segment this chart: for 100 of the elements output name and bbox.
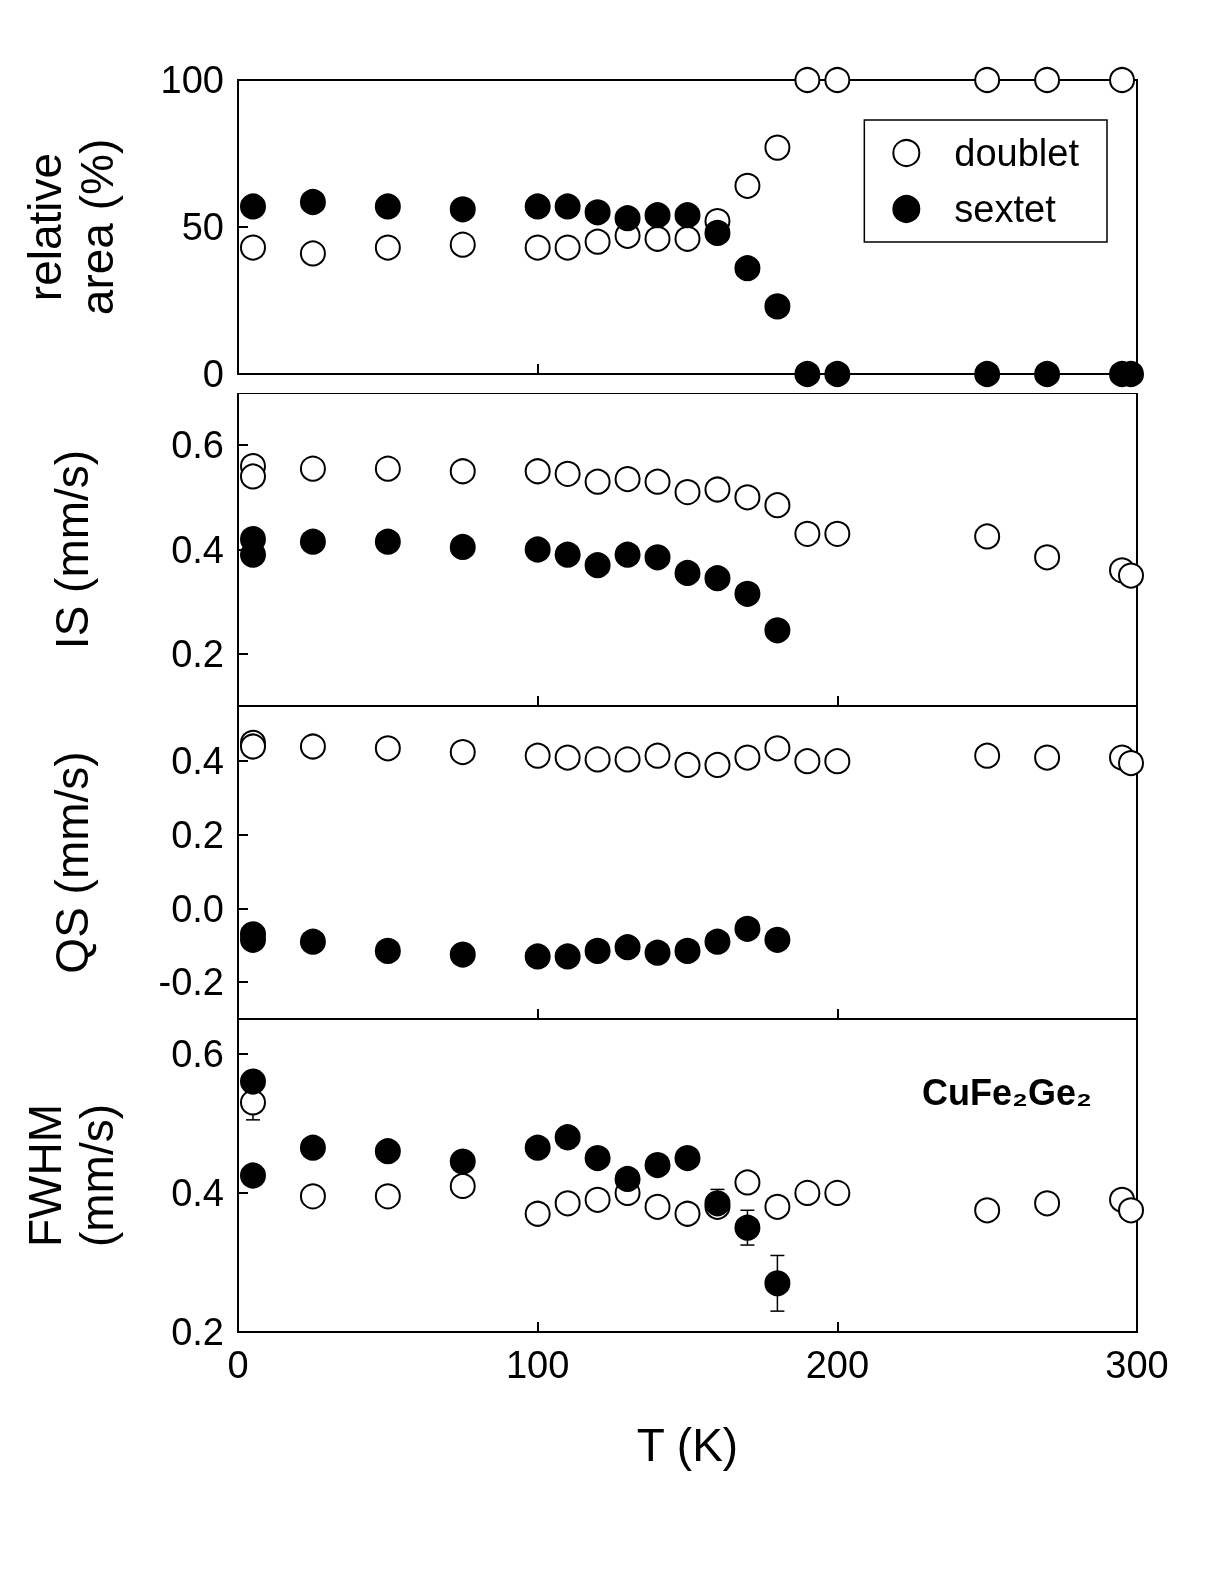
point <box>584 552 611 579</box>
point <box>704 751 731 778</box>
point <box>584 468 611 495</box>
point <box>1034 1190 1061 1217</box>
point <box>614 541 641 568</box>
point <box>449 1148 476 1175</box>
point <box>764 617 791 644</box>
point <box>734 580 761 607</box>
y-tick-label: 0.0 <box>171 887 224 930</box>
point <box>974 742 1001 769</box>
point <box>794 67 821 93</box>
point <box>674 937 701 964</box>
point <box>764 926 791 953</box>
point <box>1118 1197 1145 1224</box>
point <box>584 228 611 255</box>
point <box>524 234 551 261</box>
legend-label: doublet <box>954 132 1080 174</box>
point <box>240 193 266 220</box>
y-tick-label: 50 <box>181 206 224 248</box>
y-tick-label: 100 <box>160 59 224 101</box>
point <box>524 193 551 220</box>
point <box>584 1145 611 1172</box>
point <box>374 1138 401 1165</box>
point <box>644 468 671 495</box>
point <box>1034 744 1061 771</box>
point <box>794 520 821 547</box>
point <box>764 492 791 519</box>
point <box>644 202 671 229</box>
y-tick-label: 0 <box>202 353 224 395</box>
point <box>374 937 401 964</box>
point <box>794 1179 821 1206</box>
x-tick-label: 200 <box>805 1344 870 1386</box>
point <box>614 1165 641 1192</box>
point <box>374 1183 401 1210</box>
point <box>734 744 761 771</box>
point <box>644 544 671 571</box>
point <box>644 225 671 252</box>
point <box>704 565 731 592</box>
point <box>374 234 401 261</box>
point <box>734 172 761 199</box>
point <box>614 746 641 773</box>
point <box>764 293 791 320</box>
y-tick-label: 0.2 <box>171 632 224 675</box>
point <box>764 735 791 762</box>
point <box>584 937 611 964</box>
point <box>554 460 581 487</box>
point <box>584 1186 611 1213</box>
point <box>299 733 326 760</box>
point <box>734 915 761 942</box>
point <box>734 255 761 282</box>
point <box>704 928 731 955</box>
point <box>974 361 1001 387</box>
point <box>584 746 611 773</box>
point <box>554 943 581 970</box>
point <box>299 189 326 215</box>
point <box>1109 67 1136 93</box>
x-tick-label: 300 <box>1105 1344 1169 1386</box>
point <box>614 934 641 961</box>
point <box>299 455 326 482</box>
point <box>794 361 821 387</box>
y-axis-title: FWHM (mm/s) <box>19 1103 123 1248</box>
point <box>764 1270 791 1297</box>
point <box>674 751 701 778</box>
point <box>1034 544 1061 571</box>
point <box>374 735 401 762</box>
point <box>644 1152 671 1179</box>
point <box>554 1124 581 1151</box>
x-axis-title: T (K) <box>636 1419 739 1471</box>
point <box>824 1179 851 1206</box>
point <box>240 234 266 261</box>
point <box>974 523 1001 550</box>
point <box>449 196 476 223</box>
point <box>674 202 701 229</box>
point <box>824 748 851 775</box>
point <box>524 943 551 970</box>
point <box>614 466 641 493</box>
point <box>449 1172 476 1199</box>
point <box>1118 750 1145 777</box>
point <box>734 1169 761 1196</box>
point <box>240 463 266 490</box>
point <box>824 67 851 93</box>
point <box>240 1068 266 1095</box>
point <box>299 1134 326 1161</box>
point <box>734 1214 761 1241</box>
point <box>1034 361 1061 387</box>
point <box>764 1193 791 1220</box>
point <box>644 939 671 966</box>
y-tick-label: 0.4 <box>171 528 224 571</box>
point <box>614 205 641 232</box>
y-tick-label: -0.2 <box>158 961 224 1004</box>
point <box>449 458 476 485</box>
point <box>674 1200 701 1227</box>
point <box>299 528 326 555</box>
point <box>644 1193 671 1220</box>
point <box>449 941 476 968</box>
point <box>449 739 476 766</box>
point <box>449 231 476 258</box>
point <box>374 193 401 220</box>
point <box>554 234 581 261</box>
point <box>374 528 401 555</box>
